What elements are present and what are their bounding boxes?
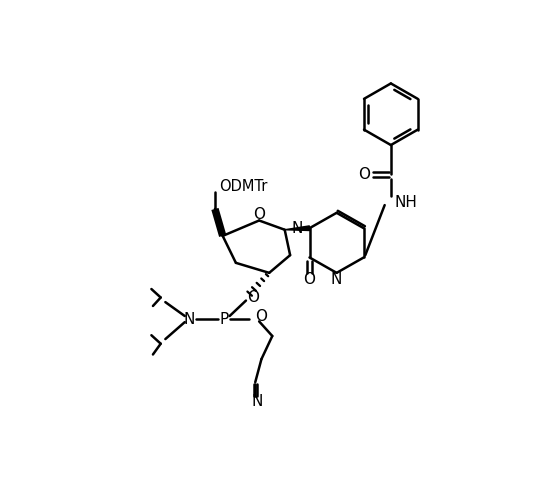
Text: N: N <box>184 312 195 326</box>
Text: O: O <box>255 309 266 324</box>
Text: N: N <box>252 394 263 409</box>
Text: NH: NH <box>395 196 418 210</box>
Text: O: O <box>253 207 265 222</box>
Text: O: O <box>247 290 259 305</box>
Text: P: P <box>219 312 229 326</box>
Text: N: N <box>331 271 342 287</box>
Text: O: O <box>358 167 370 182</box>
Text: N: N <box>292 220 303 236</box>
Text: O: O <box>304 271 315 287</box>
Text: ODMTr: ODMTr <box>219 179 267 194</box>
Polygon shape <box>285 226 310 230</box>
